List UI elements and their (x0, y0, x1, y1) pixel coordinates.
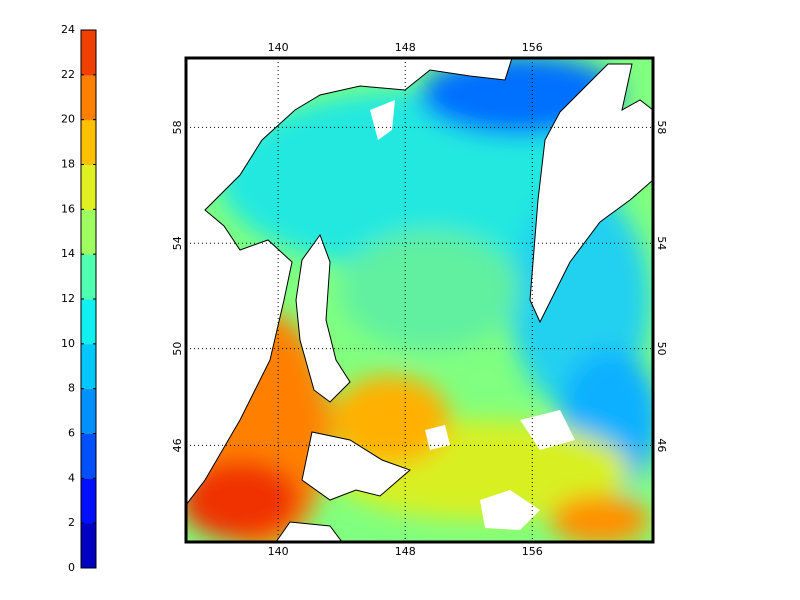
x-tick-label: 156 (522, 41, 543, 54)
y-tick-label: 58 (655, 120, 668, 134)
y-tick-label: 50 (655, 342, 668, 356)
colorbar-tick-label: 12 (61, 292, 75, 305)
colorbar-tick-label: 24 (61, 23, 75, 36)
land (295, 233, 351, 403)
sst-field (186, 58, 653, 542)
colorbar-tick-label: 22 (61, 68, 75, 81)
colorbar-tick-label: 6 (68, 427, 75, 440)
colorbar-band (81, 119, 96, 165)
colorbar-band (81, 164, 96, 210)
y-tick-label: 46 (171, 438, 184, 452)
y-tick-label: 50 (171, 342, 184, 356)
colorbar-band (81, 299, 96, 345)
land (275, 521, 343, 542)
y-tick-label: 46 (655, 438, 668, 452)
colorbar-band (81, 433, 96, 479)
colorbar-band (81, 478, 96, 524)
colorbar-band (81, 209, 96, 255)
colorbar-tick-label: 16 (61, 202, 75, 215)
colorbar-band (81, 523, 96, 569)
colorbar-tick-label: 18 (61, 158, 75, 171)
sst-patches (186, 58, 653, 542)
colorbar-band (81, 30, 96, 76)
colorbar-band (81, 74, 96, 121)
map-frame (184, 56, 655, 544)
cloud-gap (425, 425, 450, 450)
colorbar-tick-label: 14 (61, 247, 75, 260)
colorbar-band (81, 343, 96, 390)
colorbar-tick-label: 2 (68, 516, 75, 529)
colorbar-tick-label: 4 (68, 471, 75, 484)
colorbar-band (81, 254, 96, 300)
y-tick-label: 54 (171, 236, 184, 250)
colorbar-tick-label: 20 (61, 113, 75, 126)
land (186, 58, 513, 506)
cloud-gap (520, 410, 575, 450)
cloud-gap (370, 100, 395, 140)
cloud-gap (480, 490, 540, 530)
land (529, 63, 653, 324)
x-tick-label: 148 (395, 545, 416, 558)
y-tick-label: 58 (171, 120, 184, 134)
x-tick-label: 148 (395, 41, 416, 54)
colorbar-tick-label: 8 (68, 382, 75, 395)
colorbar-band (81, 388, 96, 434)
land (301, 431, 411, 501)
colorbar-tick-label: 0 (68, 561, 75, 574)
x-tick-label: 140 (268, 545, 289, 558)
x-tick-label: 140 (268, 41, 289, 54)
colorbar-tick-label: 10 (61, 337, 75, 350)
x-tick-label: 156 (522, 545, 543, 558)
y-tick-label: 54 (655, 236, 668, 250)
